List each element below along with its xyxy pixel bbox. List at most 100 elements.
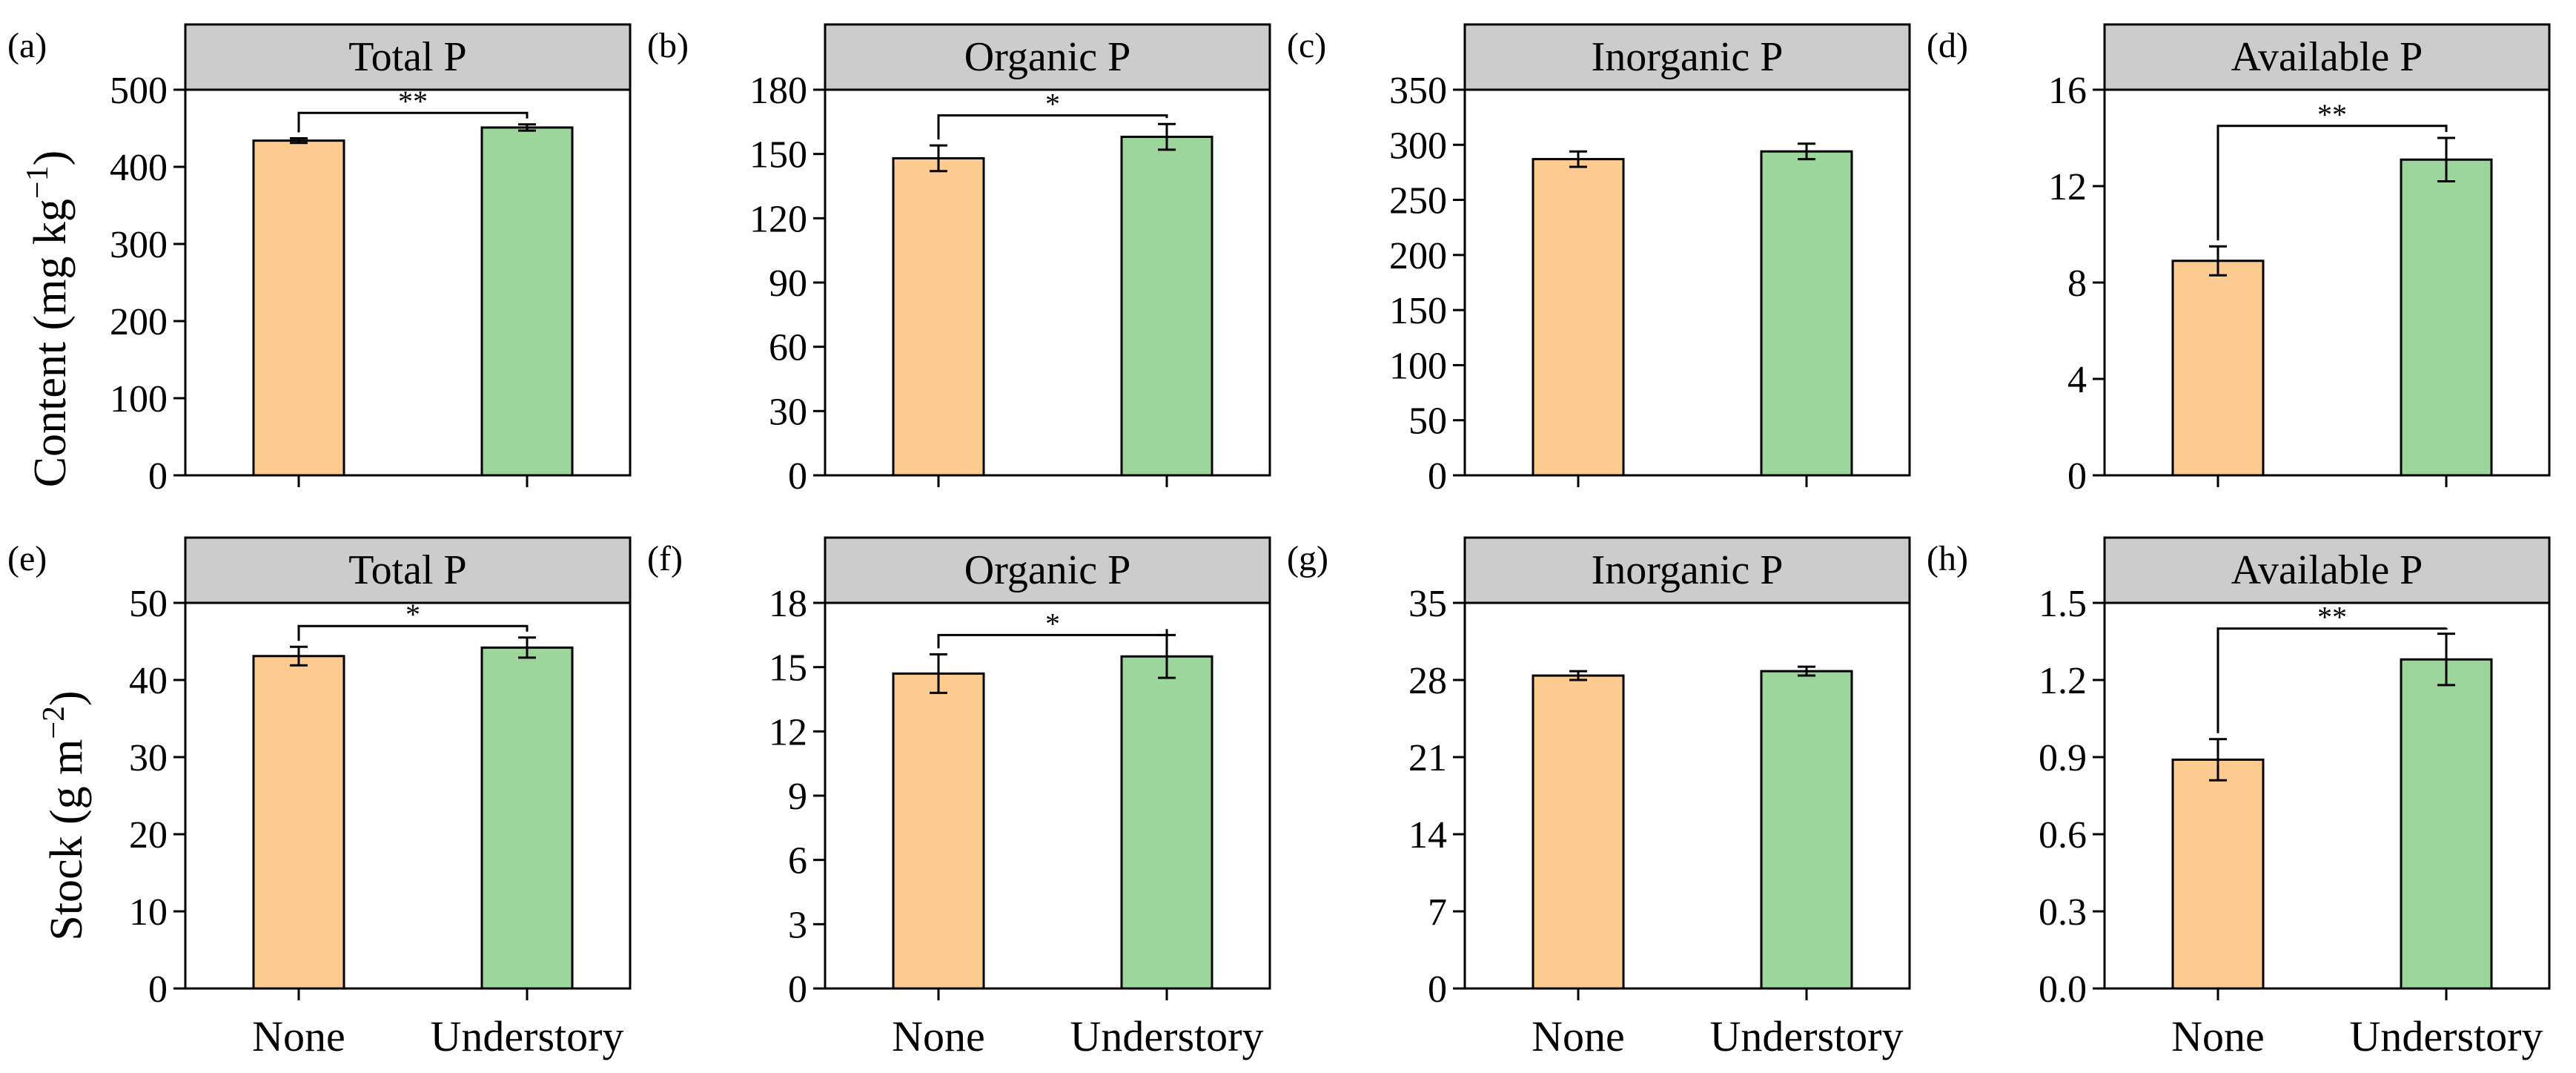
row-label-stock: Stock (g m−2) [37,690,92,940]
y-tick-label: 400 [110,147,168,189]
bar-understory [1760,150,1853,477]
row-label-stock-end: ) [42,690,92,706]
y-tick-label: 180 [749,70,807,112]
panel-title: Organic P [964,34,1131,80]
y-tick-label: 100 [110,378,168,420]
chart-panel-e: Total P (e) 0 10 20 30 40 50 None Understory * [7,536,632,1060]
y-tick-label: 120 [749,198,807,240]
significance-label: * [405,598,420,631]
row-label-content-sup: −1 [21,165,55,199]
plot-frame [1463,88,1911,477]
y-tick-label: 350 [1389,70,1447,112]
y-tick-label: 0.6 [2039,814,2087,856]
bar-none [1532,158,1625,477]
y-tick-label: 200 [1389,235,1447,277]
chart-panel-b: Organic P (b) 0 30 60 90 120 150 180 * [647,23,1271,498]
significance-label: ** [398,85,428,118]
bar-understory [1760,670,1853,990]
bar-understory [480,646,574,990]
bar-none [1532,674,1625,990]
y-tick-label: 30 [129,737,168,779]
y-tick-label: 1.5 [2039,583,2087,625]
panel-title: Available P [2231,34,2423,80]
panel-label: (b) [647,26,689,65]
significance-label: * [1045,88,1060,121]
plot-frame [2103,601,2551,990]
panel-label: (c) [1287,26,1326,65]
panel-label: (d) [1927,26,1968,65]
plot-frame [184,88,632,477]
y-tick-label: 0 [2067,455,2087,498]
panel-title: Total P [348,34,466,80]
significance-bracket [937,629,1168,649]
significance-bracket [297,111,529,133]
bar-none [2171,260,2265,477]
significance-label: * [1045,607,1060,640]
x-category-label: None [2171,1012,2265,1060]
y-tick-label: 20 [129,814,168,856]
plot-frame [1463,601,1911,990]
panel-title: Available P [2231,547,2423,593]
y-tick-label: 300 [110,224,168,266]
x-category-label: None [892,1012,985,1060]
panel-title-box [824,23,1271,91]
chart-panel-d: Available P (d) 0 4 8 12 16 ** [1927,23,2551,498]
y-tick-label: 18 [769,583,807,625]
y-tick-label: 500 [110,70,168,112]
y-tick-label: 9 [788,776,807,818]
y-tick-label: 150 [1389,290,1447,332]
y-tick-label: 21 [1408,737,1447,779]
bar-none [892,672,985,990]
y-tick-label: 50 [1408,400,1447,443]
panel-label: (e) [7,539,47,578]
x-category-label: None [1532,1012,1625,1060]
significance-label: ** [2317,601,2347,634]
y-tick-label: 28 [1408,660,1447,702]
x-category-label: Understory [431,1012,624,1060]
significance-bracket [297,624,529,641]
row-label-stock-main: Stock (g m [42,739,92,941]
y-tick-label: 0 [1428,455,1447,498]
y-tick-label: 35 [1408,583,1447,625]
chart-panel-f: Organic P (f) 0 3 6 9 12 15 18 None Understory * [647,536,1271,1060]
panel-title: Organic P [964,547,1131,593]
bar-understory [480,126,574,477]
chart-panel-a: Total P (a) 0 100 200 300 400 500 ** [7,23,632,498]
y-tick-label: 10 [129,891,168,934]
y-tick-label: 0.3 [2039,891,2087,934]
significance-label: ** [2317,98,2347,131]
panel-title-box [184,23,632,91]
y-tick-label: 150 [749,134,807,176]
row-label-stock-sup: −2 [37,706,71,739]
chart-panel-g: Inorganic P (g) 0 7 14 21 28 35 None Understory [1287,536,1911,1060]
significance-bracket [2216,627,2448,733]
y-tick-label: 200 [110,301,168,343]
row-label-content-end: ) [25,151,76,166]
y-tick-label: 0.0 [2039,968,2087,1011]
y-tick-label: 0 [788,455,807,498]
y-tick-label: 50 [129,583,168,625]
y-tick-label: 3 [788,904,807,946]
y-tick-label: 14 [1408,814,1447,856]
panel-title: Total P [348,547,466,593]
x-category-label: Understory [1710,1012,1904,1060]
panel-label: (g) [1287,539,1328,578]
panel-title-box [2103,536,2551,604]
y-tick-label: 100 [1389,345,1447,387]
y-tick-label: 6 [788,840,807,882]
y-tick-label: 12 [769,711,807,753]
bar-understory [1120,655,1213,990]
row-label-content-main: Content (mg kg [25,199,76,487]
bar-understory [2400,158,2493,477]
y-tick-label: 0.9 [2039,737,2087,779]
bar-none [252,139,345,477]
panel-label: (a) [7,26,47,65]
bar-none [892,156,985,477]
x-category-label: None [252,1012,345,1060]
bar-none [252,655,345,990]
y-tick-label: 7 [1428,891,1447,934]
y-tick-label: 8 [2067,263,2087,305]
bar-none [2171,758,2265,990]
